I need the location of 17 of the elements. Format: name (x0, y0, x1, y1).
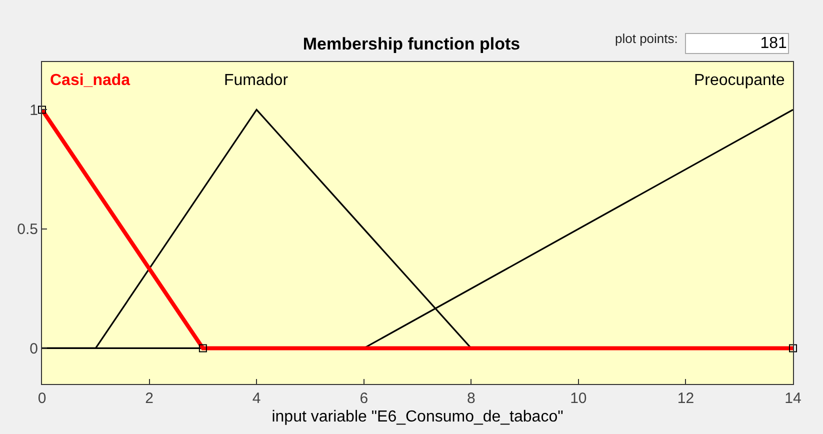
y-tick-label: 0 (30, 340, 38, 358)
x-tick-label: 4 (252, 390, 261, 407)
y-tick-label: 0.5 (17, 221, 38, 238)
text: plot points: (615, 31, 678, 46)
x-tick-label: 10 (570, 390, 587, 407)
x-tick-label: 2 (145, 390, 154, 407)
x-axis-title: input variable "E6_Consumo_de_tabaco" (272, 408, 564, 426)
series-label: Casi_nada (50, 72, 130, 89)
x-tick-label: 12 (677, 390, 694, 407)
series-label: Preocupante (694, 72, 785, 89)
x-tick-label: 14 (784, 390, 802, 407)
text: 181 (760, 35, 787, 52)
x-tick-label: 6 (360, 390, 368, 407)
y-tick-label: 1 (30, 102, 38, 119)
x-tick-label: 8 (466, 390, 476, 407)
series-label: Fumador (224, 72, 289, 89)
chart-title: Membership function plots (302, 34, 520, 54)
